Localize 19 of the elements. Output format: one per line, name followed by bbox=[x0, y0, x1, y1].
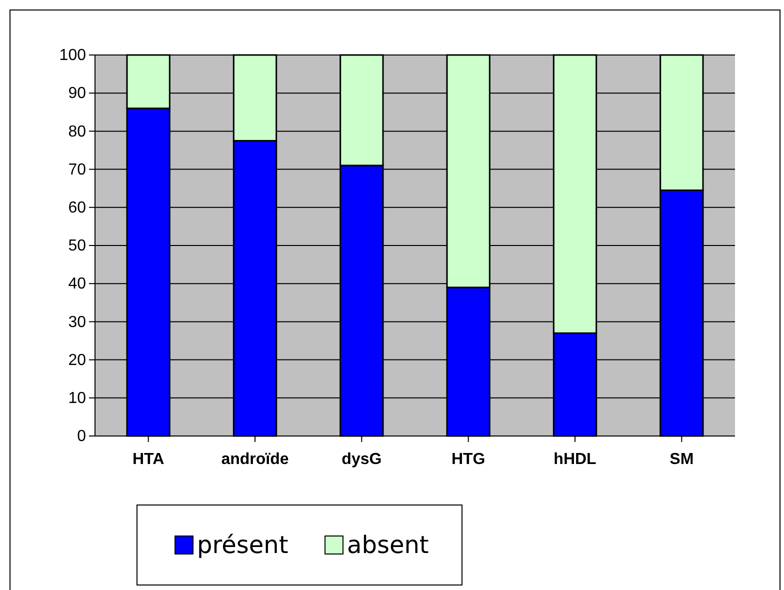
y-tick-label: 10 bbox=[68, 390, 86, 408]
legend-label: absent bbox=[347, 531, 429, 559]
x-tick-label: dysG bbox=[342, 451, 382, 468]
y-tick-label: 60 bbox=[68, 200, 86, 217]
legend-label: présent bbox=[197, 531, 288, 559]
x-tick-label: hHDL bbox=[554, 451, 597, 468]
y-tick-label: 50 bbox=[68, 238, 86, 255]
y-tick-label: 90 bbox=[68, 85, 86, 102]
y-tick-label: 40 bbox=[68, 276, 86, 293]
y-tick-label: 0 bbox=[77, 428, 86, 446]
x-tick-label: SM bbox=[670, 451, 694, 468]
x-tick-label: HTA bbox=[132, 451, 165, 468]
y-tick-label: 20 bbox=[68, 352, 86, 369]
x-tick-label: HTG bbox=[451, 451, 486, 468]
y-tick-label: 100 bbox=[59, 47, 86, 64]
y-tick-label: 70 bbox=[68, 161, 86, 178]
x-tick-label: androïde bbox=[221, 451, 289, 468]
y-tick-label: 30 bbox=[68, 314, 86, 331]
y-tick-label: 80 bbox=[68, 123, 86, 140]
